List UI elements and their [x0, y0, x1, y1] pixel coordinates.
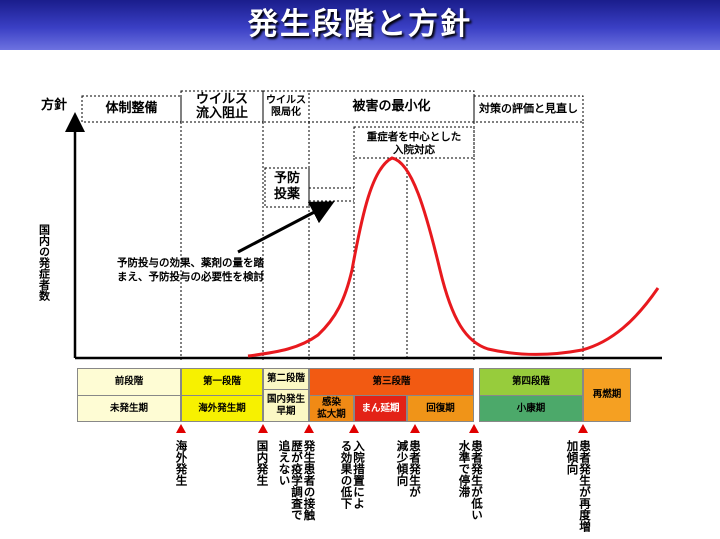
event-marker: [410, 424, 420, 433]
annotation-arrow: [237, 201, 335, 254]
stage4-top: 第四段階: [479, 368, 583, 396]
stage1-bottom: 海外発生期: [181, 395, 263, 422]
policy-label: 方針: [40, 98, 67, 113]
stage2-bottom: 国内発生 早期: [263, 389, 309, 422]
event-label: 患者発生が低い 水準で停滞: [457, 440, 485, 521]
policy-header-3: ウイルス 限局化: [266, 95, 306, 118]
policy-header-2: ウイルス 流入阻止: [195, 92, 248, 121]
event-marker: [349, 424, 359, 433]
stage-pre-top: 前段階: [77, 368, 181, 396]
event-label: 国内発生: [255, 440, 270, 486]
event-label: 患者発生が再度増 加傾向: [565, 440, 593, 532]
severe-box: [353, 126, 475, 159]
prevent-box: [264, 167, 310, 208]
event-label: 発生患者の接触 歴が疫学調査で 追えない: [277, 440, 317, 521]
policy-header-5: 対策の評価と見直し: [479, 102, 578, 115]
event-label: 患者発生が 減少傾向: [395, 440, 423, 498]
stage1-top: 第一段階: [181, 368, 263, 396]
stage3-spread: 感染 拡大期: [309, 395, 354, 422]
y-axis-label: 国内の発症者数: [37, 224, 51, 301]
severe-box-label: 重症者を中心とした 入院対応: [366, 131, 462, 156]
event-marker: [258, 424, 268, 433]
policy-header-1: 体制整備: [105, 101, 158, 116]
annotation-text: 予防投与の効果、薬剤の量を踏 まえ、予防投与の必要性を検討: [117, 257, 264, 283]
event-label: 海外発生: [174, 440, 189, 486]
policy-box-5: [473, 95, 584, 123]
policy-box-4: [308, 90, 475, 123]
stage3-top: 第三段階: [309, 368, 474, 396]
stage-pre-bottom: 未発生期: [77, 395, 181, 422]
policy-header-4: 被害の最小化: [352, 99, 431, 114]
title-banner: [0, 0, 720, 50]
event-label: 入院措置によ る効果の低下: [339, 440, 367, 509]
event-marker: [176, 424, 186, 433]
stage4-bottom: 小康期: [479, 395, 583, 422]
event-marker: [578, 424, 588, 433]
stage3-peak: まん延期: [354, 395, 407, 422]
stage3-recovery: 回復期: [407, 395, 474, 422]
epidemic-curve: [247, 156, 660, 358]
stage-recurrence: 再燃期: [583, 368, 631, 422]
policy-box-2: [180, 90, 264, 123]
page-title: 発生段階と方針: [248, 7, 472, 42]
event-marker: [469, 424, 479, 433]
stage2-top: 第二段階: [263, 368, 309, 390]
prevent-box-label: 予防 投薬: [273, 171, 300, 202]
event-marker: [304, 424, 314, 433]
